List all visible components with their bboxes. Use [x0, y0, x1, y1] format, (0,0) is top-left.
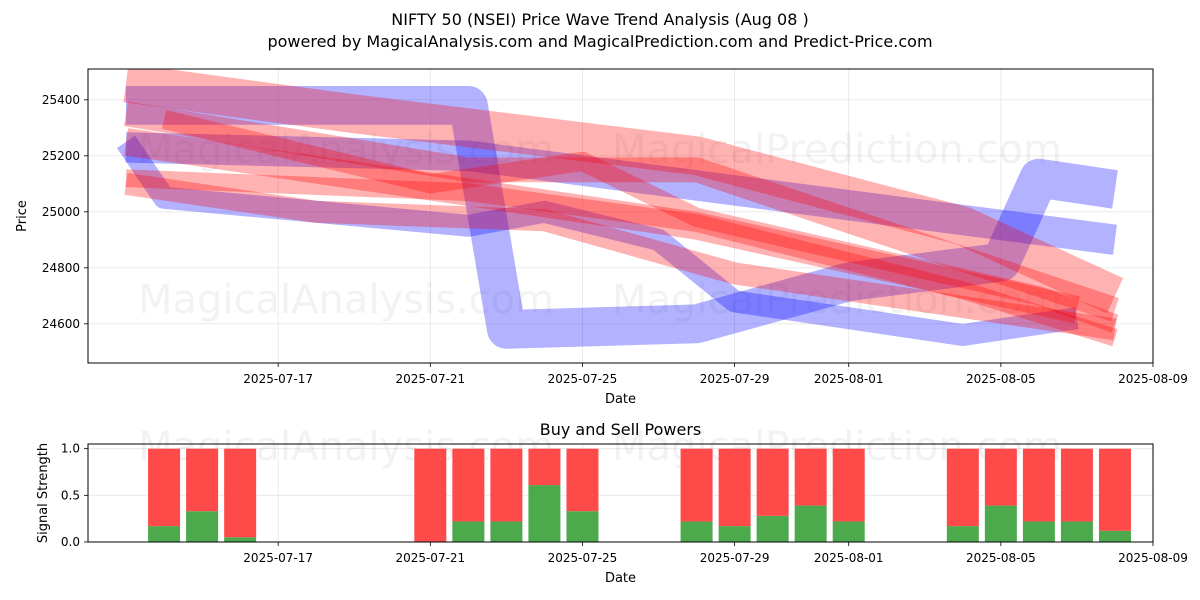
buy-bar [1022, 521, 1055, 542]
sell-bar [1060, 448, 1093, 522]
buy-bar [1098, 530, 1131, 542]
sell-bar [984, 448, 1017, 506]
wave-band-red-9 [125, 169, 1118, 347]
chart-title: NIFTY 50 (NSEI) Price Wave Trend Analysi… [391, 10, 809, 29]
axes-frame [87, 68, 1154, 364]
buy-bar [186, 511, 219, 542]
chart-2: MagicalAnalysis.com MagicalPrediction.com… [36, 420, 1188, 586]
watermark-text: MagicalPrediction.com [612, 277, 1062, 323]
buy-bar [756, 515, 789, 542]
watermark-text: MagicalAnalysis.com [138, 127, 554, 173]
plot-area [116, 69, 1124, 349]
x-tick-label: 2025-07-17 [243, 551, 313, 565]
x-tick-label: 2025-07-21 [395, 372, 465, 386]
x-tick-label: 2025-07-25 [548, 372, 618, 386]
buy-bar [224, 537, 257, 542]
x-tick-label: 2025-08-01 [814, 551, 884, 565]
buy-bar [528, 485, 561, 542]
buy-bar [794, 505, 827, 542]
sell-bar [680, 448, 713, 522]
sell-bar [490, 448, 523, 522]
sell-bar [1022, 448, 1055, 522]
watermark-text: MagicalAnalysis.com [138, 277, 554, 323]
x-tick-label: 2025-08-09 [1118, 551, 1188, 565]
buy-bar [452, 521, 485, 542]
sell-bar [528, 448, 561, 486]
y-tick-label: 0.5 [61, 488, 80, 502]
x-tick-label: 2025-07-29 [700, 372, 770, 386]
wave-band-blue-1 [126, 86, 1118, 349]
buy-bar [566, 511, 599, 542]
buy-bar [946, 526, 979, 542]
x-tick-label: 2025-07-29 [700, 551, 770, 565]
y-tick-label: 25000 [42, 205, 80, 219]
y-tick-label: 25200 [42, 149, 80, 163]
x-tick-label: 2025-07-17 [243, 372, 313, 386]
y-tick-label: 0.0 [61, 535, 80, 549]
chart-1: MagicalAnalysis.com MagicalPrediction.com… [15, 68, 1188, 407]
subplot-title: Buy and Sell Powers [540, 420, 702, 439]
x-tick-label: 2025-07-25 [548, 551, 618, 565]
y-tick-label: 24600 [42, 317, 80, 331]
sell-bar [566, 448, 599, 512]
sell-bar [148, 448, 181, 527]
buy-bar [984, 505, 1017, 542]
x-tick-label: 2025-08-05 [966, 372, 1036, 386]
sell-bar [414, 448, 447, 542]
x-tick-label: 2025-07-21 [395, 551, 465, 565]
sell-bar [186, 448, 219, 512]
buy-bar [148, 526, 181, 542]
x-tick-label: 2025-08-09 [1118, 372, 1188, 386]
x-axis-label: Date [605, 571, 636, 586]
wave-band-red-8 [161, 110, 1119, 333]
axes-frame [87, 443, 1154, 543]
chart-subtitle: powered by MagicalAnalysis.com and Magic… [267, 32, 933, 51]
wave-band-red-5 [123, 101, 1119, 322]
buy-bar [718, 526, 751, 542]
sell-bar [756, 448, 789, 516]
y-axis-label: Signal Strength [36, 443, 51, 543]
sell-bar [1098, 448, 1131, 531]
buy-bar [832, 521, 865, 542]
wave-band-blue-2 [125, 132, 1117, 255]
sell-bar [832, 448, 865, 522]
y-tick-label: 25400 [42, 93, 80, 107]
y-tick-label: 24800 [42, 261, 80, 275]
wave-band-red-4 [123, 69, 1124, 314]
wave-band-blue-3 [116, 135, 1079, 346]
buy-bar [1060, 521, 1093, 542]
buy-bar [490, 521, 523, 542]
sell-bar [794, 448, 827, 506]
sell-bar [452, 448, 485, 522]
wave-band-red-6 [123, 128, 1080, 324]
sell-bar [718, 448, 751, 527]
wave-band-red-7 [124, 172, 1117, 341]
x-axis-label: Date [605, 392, 636, 407]
sell-bar [946, 448, 979, 527]
plot-area [148, 448, 1131, 542]
y-axis-label: Price [15, 200, 30, 232]
y-tick-label: 1.0 [61, 442, 80, 456]
sell-bar [224, 448, 257, 538]
watermark-text: MagicalPrediction.com [612, 127, 1062, 173]
x-tick-label: 2025-08-01 [814, 372, 884, 386]
x-tick-label: 2025-08-05 [966, 551, 1036, 565]
buy-bar [680, 521, 713, 542]
